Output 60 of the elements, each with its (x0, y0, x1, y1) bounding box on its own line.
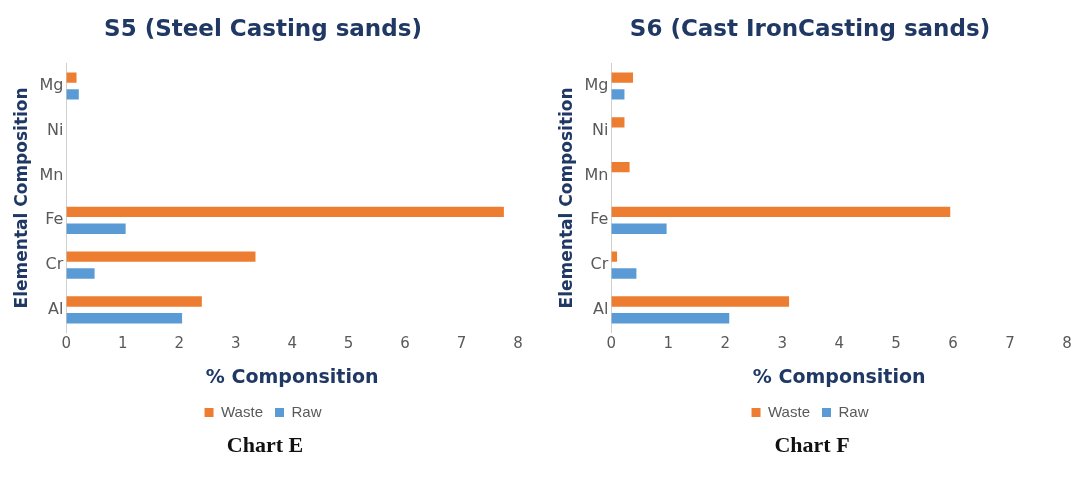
legend-label: Raw (291, 402, 322, 420)
bar (611, 72, 633, 83)
x-tick-label: 6 (400, 334, 410, 353)
legend-label: Waste (768, 402, 810, 420)
y-tick-label: Ni (591, 119, 609, 139)
bar (66, 268, 95, 279)
x-tick-label: 3 (777, 334, 787, 353)
bar (611, 251, 618, 262)
bar (611, 206, 951, 218)
x-tick-label: 8 (513, 334, 523, 353)
y-tick-label: Fe (45, 209, 64, 229)
x-tick-label: 5 (343, 334, 354, 353)
x-tick-label: 0 (606, 334, 617, 353)
y-tick-label: Mg (584, 75, 609, 95)
x-tick-label: 4 (834, 334, 844, 353)
y-tick-label: Cr (590, 254, 609, 274)
y-axis-title: Elemental Composition (10, 87, 31, 309)
bar (66, 296, 202, 307)
y-tick-label: Al (592, 298, 609, 318)
y-axis-title: Elemental Composition (555, 87, 576, 309)
y-tick-label: Mg (39, 75, 64, 95)
text: Chart E (225, 432, 305, 458)
x-tick-label: 8 (1062, 334, 1072, 353)
x-tick-label: 2 (720, 334, 731, 353)
y-tick-label: Al (47, 298, 64, 318)
chart-title: S6 (Cast IronCasting sands) (629, 14, 991, 41)
y-tick-label: Cr (45, 254, 64, 274)
bar (611, 268, 637, 279)
bar (66, 313, 183, 324)
y-tick-label: Mn (39, 164, 64, 184)
x-tick-label: 1 (118, 334, 128, 353)
y-tick-label: Fe (590, 209, 609, 229)
bar (611, 223, 667, 234)
bar (611, 117, 625, 128)
bar (611, 161, 630, 173)
x-tick-label: 1 (663, 334, 674, 353)
x-tick-label: 3 (230, 334, 241, 353)
bar (66, 206, 504, 218)
bar (66, 251, 256, 262)
x-tick-label: 5 (891, 334, 901, 353)
legend-label: Raw (838, 402, 869, 420)
x-axis-title: % Componsition (752, 364, 926, 387)
bar (66, 89, 79, 100)
x-axis-title: % Componsition (205, 364, 379, 387)
y-tick-label: Mn (584, 164, 609, 184)
bar (611, 89, 625, 100)
y-tick-label: Ni (46, 119, 64, 139)
x-tick-label: 6 (948, 334, 958, 353)
x-tick-label: 0 (61, 334, 72, 353)
text: Chart F (773, 432, 851, 458)
bar (611, 313, 730, 324)
bar (66, 72, 77, 83)
x-tick-label: 4 (287, 334, 297, 353)
legend-label: Waste (221, 402, 263, 420)
chart-title: S5 (Steel Casting sands) (104, 14, 422, 41)
x-tick-label: 7 (456, 334, 467, 353)
x-tick-label: 2 (174, 334, 185, 353)
bar (611, 296, 790, 307)
x-tick-label: 7 (1005, 334, 1015, 353)
bar (66, 223, 126, 234)
